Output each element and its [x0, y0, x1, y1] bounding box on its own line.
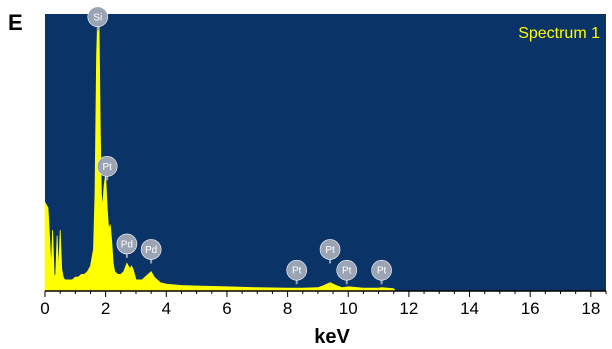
peak-marker-circle: [319, 239, 341, 260]
x-axis-ticks: 0 2 4 6 8 10 12 14 16 18: [40, 291, 607, 318]
peak-marker-circle: [96, 156, 118, 177]
legend-spectrum-1: Spectrum 1: [518, 25, 600, 42]
panel-label: E: [8, 10, 23, 35]
peak-label-si-1: Si: [87, 6, 109, 31]
x-tick-label: 18: [581, 299, 600, 318]
peak-marker-circle: [336, 259, 358, 281]
peak-label-pt-7: Pt: [336, 259, 358, 285]
x-axis-title: keV: [314, 326, 350, 348]
x-tick-label: 12: [399, 299, 418, 318]
peak-label-text: Pt: [342, 266, 352, 277]
peak-marker-circle: [116, 233, 138, 255]
x-tick-label: 6: [222, 299, 231, 318]
x-tick-label: 2: [101, 299, 110, 318]
x-tick-label: 4: [162, 299, 171, 318]
spectrum-series-1: [44, 13, 396, 292]
peak-label-pd-4: Pd: [140, 239, 162, 264]
spectrum-series-layer: [44, 13, 396, 292]
x-tick-label: 10: [339, 299, 358, 318]
x-tick-label: 0: [40, 299, 49, 318]
peak-labels-layer: Si Pt Pd Pd Pt Pt Pt Pt: [87, 6, 392, 285]
peak-label-pt-2: Pt: [96, 156, 118, 181]
peak-label-pt-6: Pt: [319, 239, 341, 264]
peak-label-text: Pd: [121, 239, 133, 250]
peak-label-pd-3: Pd: [116, 233, 138, 258]
peak-label-text: Pt: [292, 266, 302, 277]
peak-marker-circle: [371, 259, 392, 281]
peak-marker-circle: [87, 6, 109, 28]
peak-label-pt-8: Pt: [371, 259, 392, 285]
x-tick-label: 8: [283, 299, 292, 318]
x-tick-label: 14: [460, 299, 479, 318]
peak-label-text: Pd: [145, 245, 157, 256]
peak-label-text: Pt: [102, 162, 112, 173]
peak-marker-circle: [140, 239, 162, 260]
x-tick-label: 16: [521, 299, 540, 318]
peak-marker-circle: [286, 259, 307, 281]
peak-label-text: Pt: [377, 266, 387, 277]
peak-label-text: Pt: [325, 245, 335, 256]
peak-label-text: Si: [93, 12, 102, 23]
peak-label-pt-5: Pt: [286, 259, 307, 285]
